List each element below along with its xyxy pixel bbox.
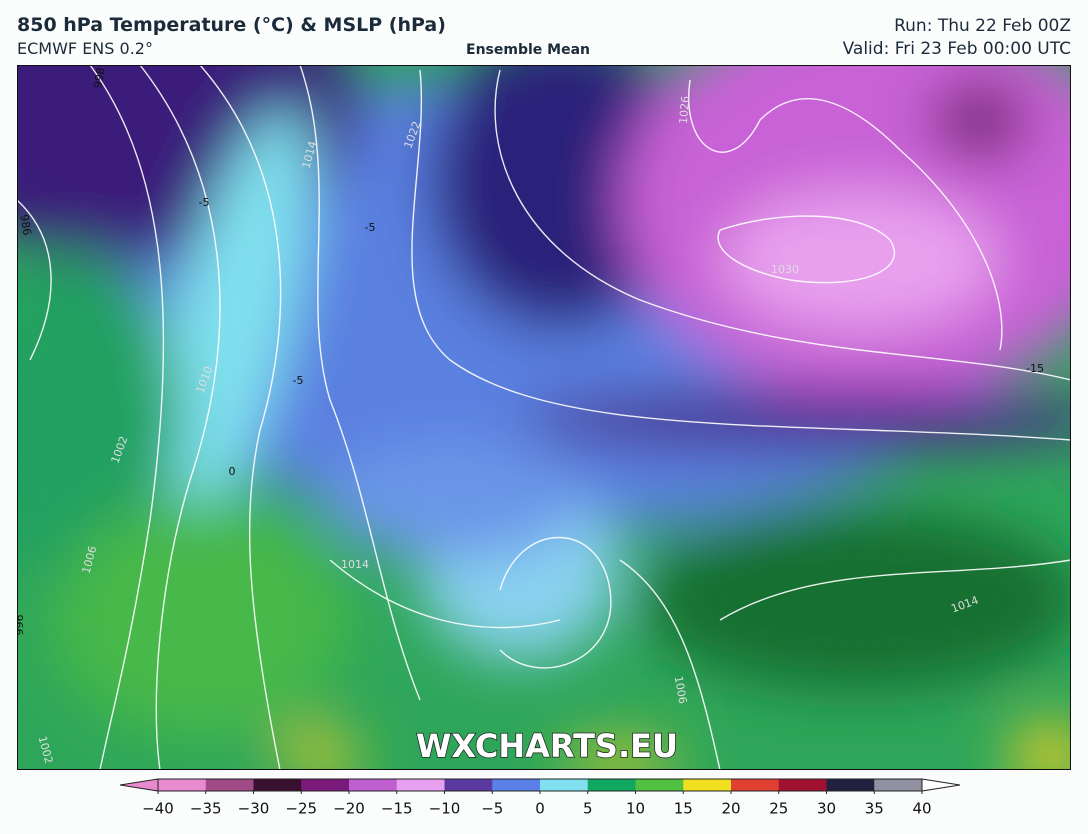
colorbar-segment <box>492 779 541 791</box>
colorbar-tick-label: −30 <box>238 800 270 818</box>
colorbar-segment <box>301 779 350 791</box>
colorbar-tick-label: −25 <box>285 800 317 818</box>
colorbar-segment <box>349 779 398 791</box>
contour-label: 1006 <box>672 675 690 705</box>
contour-label: -5 <box>365 221 376 234</box>
colorbar-tick-label: 40 <box>912 800 931 818</box>
contour-label: 986 <box>17 213 33 236</box>
colorbar-segment <box>396 779 445 791</box>
colorbar-segment <box>731 779 780 791</box>
colorbar-tick-label: −15 <box>381 800 413 818</box>
colorbar-tick-label: −10 <box>429 800 461 818</box>
contour-label: 996 <box>13 615 26 636</box>
contour-label: 998 <box>91 66 107 89</box>
colorbar-tick-label: −40 <box>142 800 174 818</box>
contour-label: 1014 <box>341 558 369 571</box>
contour-label: 1026 <box>677 95 692 124</box>
contour-label: 1030 <box>771 263 799 276</box>
colorbar-tick-label: 25 <box>769 800 788 818</box>
contour-label: -5 <box>199 196 210 209</box>
temperature-field <box>17 65 1071 770</box>
subtitle: ECMWF ENS 0.2° <box>17 39 153 58</box>
title: 850 hPa Temperature (°C) & MSLP (hPa) <box>17 14 446 36</box>
watermark: WXCHARTS.EU <box>416 727 678 765</box>
contour-label: -15 <box>1026 362 1044 375</box>
colorbar-segment <box>826 779 875 791</box>
isobars <box>17 65 1071 770</box>
colorbar-tick-label: 30 <box>817 800 836 818</box>
run-label: Run: Thu 22 Feb 00Z <box>894 16 1071 36</box>
colorbar-tick-label: −35 <box>190 800 222 818</box>
colorbar-tick-label: 20 <box>721 800 740 818</box>
colorbar-tick-label: 35 <box>865 800 884 818</box>
colorbar-segment <box>587 779 636 791</box>
colorbar-tick-label: 10 <box>626 800 645 818</box>
valid-label: Valid: Fri 23 Feb 00:00 UTC <box>843 39 1071 59</box>
colorbar-segment <box>253 779 302 791</box>
colorbar-tick-label: 0 <box>535 800 545 818</box>
colorbar-tick-label: 15 <box>674 800 693 818</box>
colorbar-segment <box>444 779 493 791</box>
map: 998986-5-5-50-15101410221010100210061026… <box>13 65 1071 770</box>
colorbar-tick-label: −20 <box>333 800 365 818</box>
colorbar-segment <box>778 779 827 791</box>
colorbar-segment <box>874 779 923 791</box>
colorbar-tick-label: −5 <box>481 800 503 818</box>
colorbar-tick-label: 5 <box>583 800 593 818</box>
contour-label: 0 <box>229 465 236 478</box>
center-label: Ensemble Mean <box>466 42 590 58</box>
colorbar-segment <box>540 779 589 791</box>
colorbar-segment <box>205 779 254 791</box>
colorbar: −40 −35 −30 −25 −20 −15 −10 −5 0 5 10 15 20 25 30 35 40 <box>119 778 961 818</box>
colorbar-segment <box>635 779 684 791</box>
contour-label: -5 <box>293 374 304 387</box>
colorbar-segment <box>683 779 732 791</box>
colorbar-segment <box>158 779 207 791</box>
